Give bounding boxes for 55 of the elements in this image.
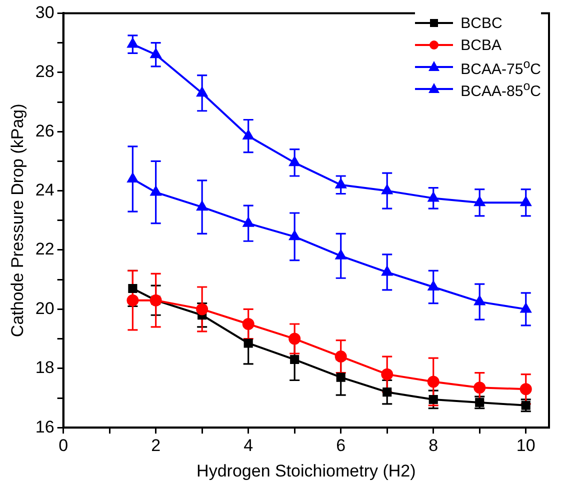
x-tick-label: 10 — [516, 436, 536, 455]
point — [428, 192, 439, 202]
point — [336, 178, 346, 188]
point — [290, 354, 300, 364]
legend-label: BCAA-85$^{o}$C — [460, 78, 541, 100]
point — [196, 201, 208, 211]
point — [381, 368, 394, 380]
x-tick-label: 6 — [336, 436, 346, 455]
point — [150, 186, 162, 196]
point — [334, 350, 347, 363]
point — [520, 303, 532, 313]
point — [150, 48, 162, 58]
y-tick-label: 18 — [35, 358, 54, 378]
point — [289, 230, 300, 240]
y-tick-label: 16 — [35, 417, 54, 436]
y-tick-label: 30 — [35, 2, 54, 22]
x-axis-title: Hydrogen Stoichiometry (H2) — [196, 461, 416, 480]
point — [336, 372, 346, 382]
legend-label: BCAA-75$^{o}$C — [460, 56, 541, 78]
legend-label: BCBA — [460, 36, 502, 54]
point — [127, 38, 138, 48]
point — [336, 250, 346, 260]
point — [474, 296, 485, 306]
y-tick-label: 20 — [35, 298, 54, 318]
x-tick-label: 8 — [428, 436, 438, 455]
y-tick-label: 26 — [35, 121, 54, 140]
point — [243, 130, 254, 140]
point — [520, 196, 532, 206]
point — [474, 196, 485, 206]
point — [289, 156, 300, 166]
point — [127, 172, 138, 182]
point — [427, 376, 440, 388]
point — [428, 281, 439, 290]
legend-label: BCBC — [460, 14, 502, 32]
point — [196, 303, 208, 316]
point — [243, 217, 254, 227]
point — [244, 338, 253, 348]
x-tick-label: 2 — [151, 436, 161, 455]
point — [196, 87, 208, 97]
point — [428, 394, 438, 404]
point — [288, 332, 301, 345]
y-tick-label: 22 — [35, 240, 54, 259]
y-axis-title: Cathode Pressure Drop (kPag) — [8, 104, 27, 338]
point — [382, 266, 392, 276]
point — [474, 382, 486, 394]
point — [126, 294, 139, 306]
x-tick-label: 0 — [58, 436, 68, 455]
y-tick-label: 24 — [35, 180, 54, 200]
x-tick-label: 4 — [244, 436, 254, 455]
point — [520, 383, 532, 396]
point — [382, 184, 392, 194]
y-tick-label: 28 — [35, 62, 54, 82]
point — [128, 284, 138, 294]
point — [382, 388, 392, 397]
point — [242, 318, 254, 330]
